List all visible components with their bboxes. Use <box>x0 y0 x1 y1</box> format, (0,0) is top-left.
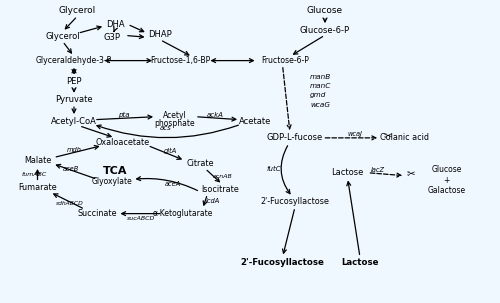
Text: TCA: TCA <box>103 166 127 176</box>
Text: Glycerol: Glycerol <box>59 6 96 15</box>
Text: 2'-Fucosyllactose: 2'-Fucosyllactose <box>240 258 324 267</box>
Text: Lactose: Lactose <box>341 258 379 267</box>
Text: ackA: ackA <box>206 112 224 118</box>
Text: Glyceraldehyde-3-P: Glyceraldehyde-3-P <box>36 56 112 65</box>
Text: Acetyl: Acetyl <box>163 111 187 120</box>
Text: Oxaloacetate: Oxaloacetate <box>96 138 150 147</box>
Text: manC: manC <box>310 83 332 89</box>
Text: acs: acs <box>160 125 172 131</box>
Text: α-Ketoglutarate: α-Ketoglutarate <box>152 209 212 218</box>
Text: mdh: mdh <box>66 147 82 153</box>
Text: aceA: aceA <box>164 181 180 187</box>
Text: 2'-Fucosyllactose: 2'-Fucosyllactose <box>260 197 330 206</box>
Text: lacZ: lacZ <box>371 167 385 173</box>
Text: Acetate: Acetate <box>239 117 271 126</box>
Text: futC: futC <box>266 166 281 172</box>
Text: Glucose
+
Galactose: Glucose + Galactose <box>428 165 466 195</box>
Text: Succinate: Succinate <box>78 209 117 218</box>
Text: gltA: gltA <box>164 148 176 154</box>
Text: aceB: aceB <box>63 166 79 172</box>
Text: fumABC: fumABC <box>22 172 47 177</box>
Text: Acetyl-CoA: Acetyl-CoA <box>51 117 97 126</box>
Text: Fructose-6-P: Fructose-6-P <box>261 56 309 65</box>
Text: ✂: ✂ <box>383 130 392 140</box>
Text: PEP: PEP <box>66 77 82 86</box>
Text: Citrate: Citrate <box>186 159 214 168</box>
Text: GDP-L-fucose: GDP-L-fucose <box>267 133 323 142</box>
Text: DHA: DHA <box>106 20 124 29</box>
Text: phosphate: phosphate <box>154 118 196 128</box>
Text: ✂: ✂ <box>406 168 416 178</box>
Text: G3P: G3P <box>104 33 121 42</box>
Text: Glyoxylate: Glyoxylate <box>92 177 133 186</box>
Text: gmd: gmd <box>310 92 326 98</box>
Text: Glucose: Glucose <box>307 6 343 15</box>
Text: manB: manB <box>310 74 331 80</box>
Text: Fructose-1,6-BP: Fructose-1,6-BP <box>150 56 210 65</box>
Text: DHAP: DHAP <box>148 30 172 39</box>
Text: Glycerol: Glycerol <box>45 32 80 41</box>
Text: wcaJ: wcaJ <box>348 131 362 137</box>
Text: sucABCD: sucABCD <box>127 216 155 221</box>
Text: Malate: Malate <box>24 156 51 165</box>
Text: Fumarate: Fumarate <box>18 183 57 192</box>
Text: icdA: icdA <box>206 198 220 205</box>
Text: acnAB: acnAB <box>212 174 233 179</box>
Text: Lactose: Lactose <box>332 168 364 177</box>
Text: sdhABCD: sdhABCD <box>56 201 84 206</box>
Text: Isocitrate: Isocitrate <box>201 185 239 194</box>
Text: Pyruvate: Pyruvate <box>55 95 93 105</box>
Text: Colanic acid: Colanic acid <box>380 133 430 142</box>
Text: pta: pta <box>118 112 130 118</box>
Text: Glucose-6-P: Glucose-6-P <box>300 26 350 35</box>
Text: wcaG: wcaG <box>310 102 330 108</box>
